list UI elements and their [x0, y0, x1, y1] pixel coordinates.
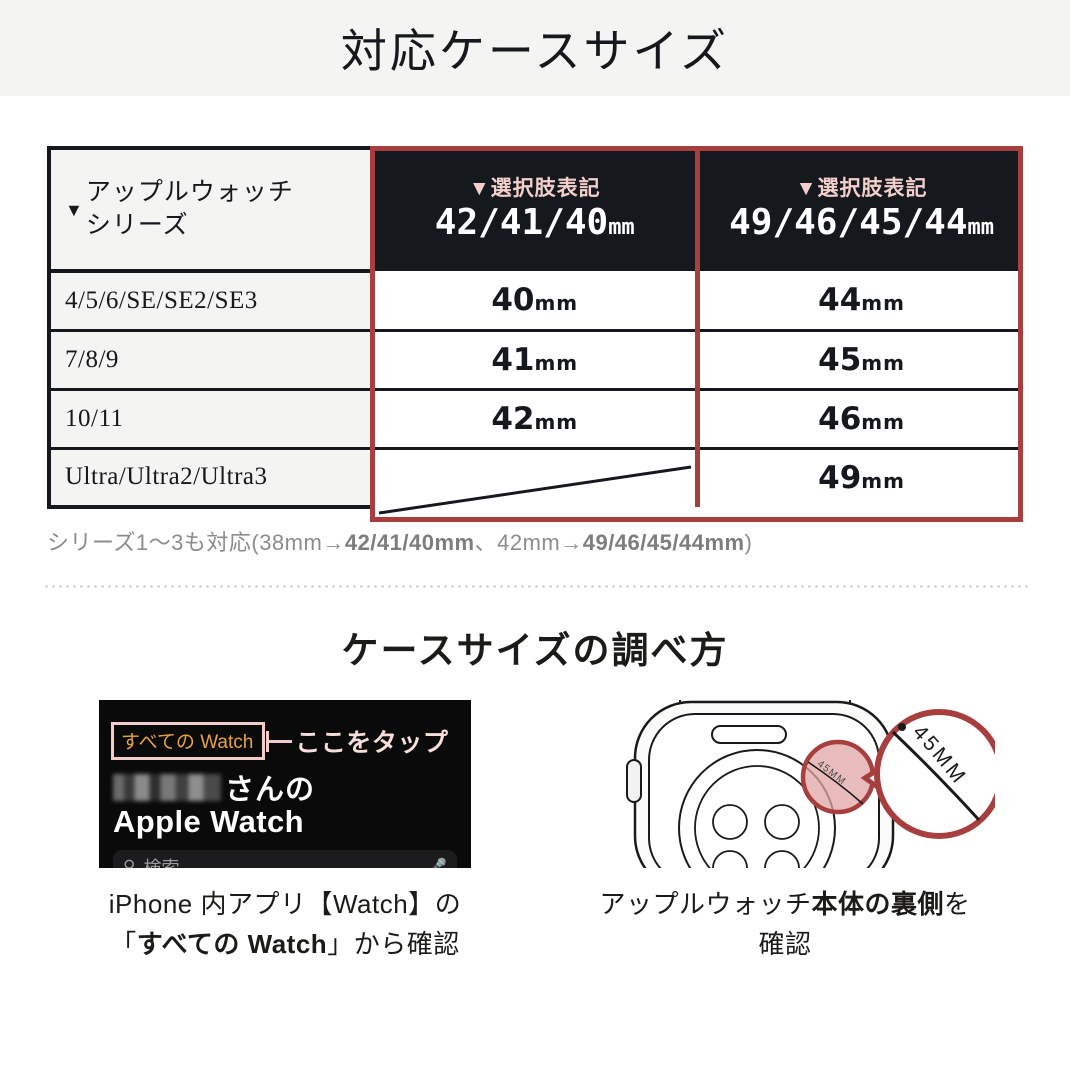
- size-table-wrapper: ▼ アップルウォッチ シリーズ ▼選択肢表記 42/41/40mm ▼選択肢表記: [46, 146, 1023, 522]
- method-iphone-caption: iPhone 内アプリ【Watch】の 「すべての Watch」から確認: [109, 884, 461, 965]
- footnote-part3: ): [744, 530, 753, 555]
- watch-back-illustration: 45MM 45MM: [626, 700, 995, 868]
- tap-here-label: ここをタップ: [295, 729, 449, 757]
- search-input[interactable]: ⚲ 検索 🎤: [113, 850, 457, 868]
- footnote-part2: 、42mm→: [474, 530, 583, 555]
- blurred-owner-name: [113, 773, 221, 801]
- annotation-bracket-icon: [266, 730, 293, 752]
- large-size-header-cell: ▼選択肢表記 49/46/45/44mm: [697, 148, 1023, 271]
- caption-line1-bold: 本体の裏側: [811, 889, 944, 919]
- series-name-cell: 10/11: [46, 389, 375, 450]
- caption-line1-a: アップルウォッチ: [599, 889, 812, 919]
- small-size-header-label: ▼選択肢表記: [468, 177, 601, 201]
- case-size-table: ▼ アップルウォッチ シリーズ ▼選択肢表記 42/41/40mm ▼選択肢表記: [46, 146, 1023, 509]
- table-header-row: ▼ アップルウォッチ シリーズ ▼選択肢表記 42/41/40mm ▼選択肢表記: [46, 146, 1023, 273]
- large-size-header-value: 49/46/45/44mm: [729, 202, 995, 244]
- method-iphone-app: すべての Watch ここをタップ さんの Apple Watch ⚲ 検索 🎤…: [35, 700, 535, 965]
- table-row: 7/8/9 41mm 45mm: [46, 330, 1023, 391]
- small-size-value-cell-unavailable: [372, 448, 701, 507]
- small-size-header-cell: ▼選択肢表記 42/41/40mm: [372, 148, 701, 271]
- iphone-watch-app-screenshot: すべての Watch ここをタップ さんの Apple Watch ⚲ 検索 🎤: [99, 700, 471, 868]
- caption-line1-b: を: [944, 889, 971, 919]
- large-size-value-cell: 44mm: [697, 271, 1023, 332]
- device-name-heading: Apple Watch: [113, 804, 304, 839]
- large-size-value-cell: 49mm: [697, 448, 1023, 507]
- howto-methods: すべての Watch ここをタップ さんの Apple Watch ⚲ 検索 🎤…: [0, 700, 1070, 965]
- method-watch-back: 45MM 45MM アップルウォッチ本体の裏側を 確認: [535, 700, 1035, 965]
- small-size-value-cell: 40mm: [372, 271, 701, 332]
- section-divider: [42, 585, 1028, 588]
- table-row: Ultra/Ultra2/Ultra3 49mm: [46, 448, 1023, 509]
- howto-section-title: ケースサイズの調べ方: [341, 630, 729, 671]
- method-watch-back-caption: アップルウォッチ本体の裏側を 確認: [599, 884, 970, 965]
- search-icon: ⚲: [123, 857, 136, 868]
- small-size-value-cell: 42mm: [372, 389, 701, 450]
- footnote-bold1: 42/41/40mm: [344, 530, 475, 555]
- large-size-value-cell: 45mm: [697, 330, 1023, 391]
- microphone-icon[interactable]: 🎤: [427, 859, 447, 868]
- series-header-cell: ▼ アップルウォッチ シリーズ: [46, 146, 375, 273]
- caption-line2: 確認: [758, 929, 812, 960]
- series-header-label: アップルウォッチ シリーズ: [86, 177, 294, 242]
- footnote-part1: シリーズ1〜3も対応(38mm→: [47, 530, 345, 555]
- table-footnote: シリーズ1〜3も対応(38mm→42/41/40mm、42mm→49/46/45…: [47, 525, 1037, 557]
- large-size-header-label: ▼選択肢表記: [795, 177, 928, 201]
- owner-name-suffix: さんの: [225, 774, 316, 806]
- large-size-value-cell: 46mm: [697, 389, 1023, 450]
- footnote-bold2: 49/46/45/44mm: [582, 530, 745, 555]
- table-row: 4/5/6/SE/SE2/SE3 40mm 44mm: [46, 271, 1023, 332]
- search-placeholder: 検索: [143, 858, 180, 868]
- triangle-down-icon: ▼: [795, 177, 818, 201]
- small-size-header-value: 42/41/40mm: [434, 202, 635, 244]
- page-title-banner: 対応ケースサイズ: [0, 0, 1070, 96]
- caption-line2-bold: すべての Watch: [136, 929, 328, 960]
- triangle-down-icon: ▼: [468, 177, 491, 201]
- series-header-line2: シリーズ: [85, 211, 189, 239]
- caption-line2-close: 」から確認: [327, 929, 460, 960]
- series-name-cell: Ultra/Ultra2/Ultra3: [46, 448, 375, 509]
- series-header-line1: アップルウォッチ: [85, 179, 294, 206]
- all-watch-button[interactable]: すべての Watch: [111, 722, 266, 760]
- caption-line2-open: 「: [110, 929, 137, 960]
- small-size-value-cell: 41mm: [372, 330, 701, 391]
- series-name-cell: 7/8/9: [46, 330, 375, 391]
- caption-line1-b: の: [434, 889, 462, 919]
- owner-name-row: さんの: [113, 766, 315, 808]
- series-name-cell: 4/5/6/SE/SE2/SE3: [46, 271, 375, 332]
- page-title: 対応ケースサイズ: [340, 26, 730, 77]
- table-row: 10/11 42mm 46mm: [46, 389, 1023, 450]
- triangle-down-icon: ▼: [65, 199, 84, 220]
- all-watch-annotation-row: すべての Watch ここをタップ: [111, 722, 448, 760]
- caption-line1-a: iPhone 内アプリ【Watch】: [108, 889, 435, 919]
